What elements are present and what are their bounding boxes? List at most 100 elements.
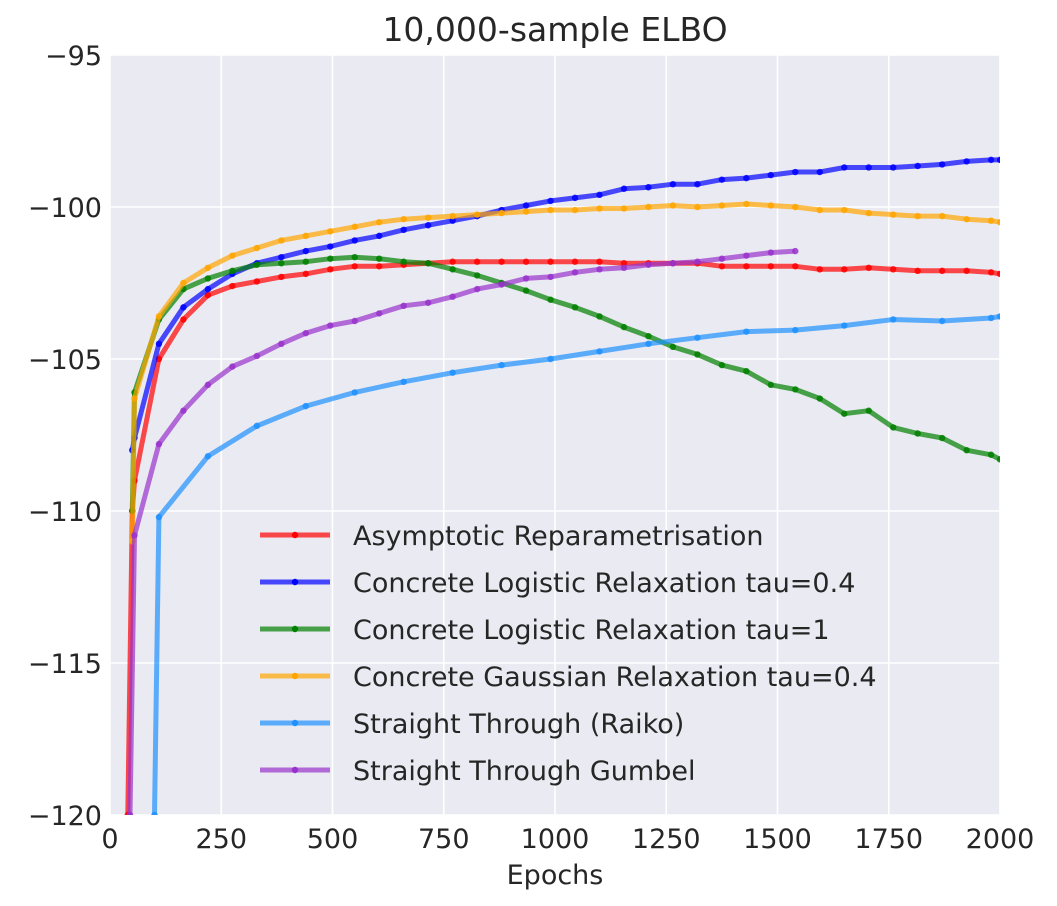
data-point [914,430,921,437]
data-point [938,434,946,442]
data-point [498,281,505,288]
data-point [424,222,432,229]
series-4 [151,313,1000,815]
data-point [767,381,775,389]
data-point [743,367,750,375]
series-line [129,254,1000,512]
series-line [152,313,1000,815]
data-point [987,314,995,322]
data-point [938,212,946,220]
data-point [278,237,285,244]
data-point [938,317,946,325]
data-point [473,285,481,293]
data-point [376,232,383,240]
data-point [890,164,897,171]
data-point [351,389,358,396]
x-axis-title: Epochs [507,860,604,891]
data-point [376,310,383,317]
data-point [180,304,187,311]
data-point [253,278,261,285]
data-point [473,258,481,265]
data-point [327,228,334,235]
data-point [253,244,261,252]
data-point [996,219,1000,226]
data-point [645,333,652,340]
data-point [376,219,383,226]
data-point [449,217,456,224]
data-point [596,258,603,265]
x-tick-label: 0 [101,824,118,855]
x-tick-label: 750 [418,824,470,855]
data-point [278,253,285,261]
data-point [498,209,505,217]
data-point [571,304,579,311]
legend-entry: Concrete Logistic Relaxation tau=1 [260,615,830,646]
legend: Asymptotic Reparametrisation Concrete Log… [260,521,877,787]
data-point [155,440,163,448]
data-point [151,811,158,815]
data-point [996,270,1000,278]
data-point [792,263,799,270]
data-point [522,275,530,282]
data-point [620,260,628,267]
data-point [400,302,407,309]
data-point [841,164,848,171]
data-point [596,191,603,199]
data-point [816,266,823,273]
data-point [816,206,823,214]
data-point [424,260,432,267]
data-point [694,258,701,265]
legend-label: Straight Through Gumbel [353,756,695,787]
data-point [351,263,358,270]
data-point [400,378,407,385]
data-point [204,381,212,389]
data-point [620,323,628,331]
data-point [376,255,383,262]
data-point [767,263,775,270]
data-point [229,267,236,275]
x-tick-label: 250 [195,824,247,855]
legend-label: Concrete Gaussian Relaxation tau=0.4 [353,662,877,693]
data-point [865,209,872,217]
data-point [792,326,799,334]
data-point [571,206,579,214]
series-2 [129,253,1000,515]
data-point [131,532,138,539]
data-point [327,266,334,273]
data-point [596,348,603,355]
data-point [792,247,799,255]
data-point [987,156,995,164]
data-point [865,164,872,171]
data-point [718,263,726,270]
y-tick-label: −100 [28,193,102,224]
data-point [645,184,652,191]
data-point [351,223,358,230]
data-point [302,247,309,255]
data-point [302,258,309,265]
y-tick-label: −115 [28,649,102,680]
data-point [498,361,505,369]
data-point [890,266,897,273]
data-point [987,269,995,276]
data-point [253,261,261,268]
data-point [914,162,921,170]
data-point [302,270,309,278]
data-point [180,407,187,414]
data-point [914,212,921,220]
data-point [816,168,823,176]
legend-label: Concrete Logistic Relaxation tau=0.4 [353,568,855,599]
data-point [645,203,652,211]
data-point [204,275,212,282]
data-point [278,340,285,347]
x-tick-label: 1750 [854,824,923,855]
data-point [473,211,481,218]
data-point [743,200,750,208]
data-point [204,453,212,460]
data-point [996,456,1000,463]
data-point [996,313,1000,320]
data-point [351,317,358,325]
y-tick-label: −95 [45,41,102,72]
data-point [547,206,554,214]
data-point [694,181,701,188]
